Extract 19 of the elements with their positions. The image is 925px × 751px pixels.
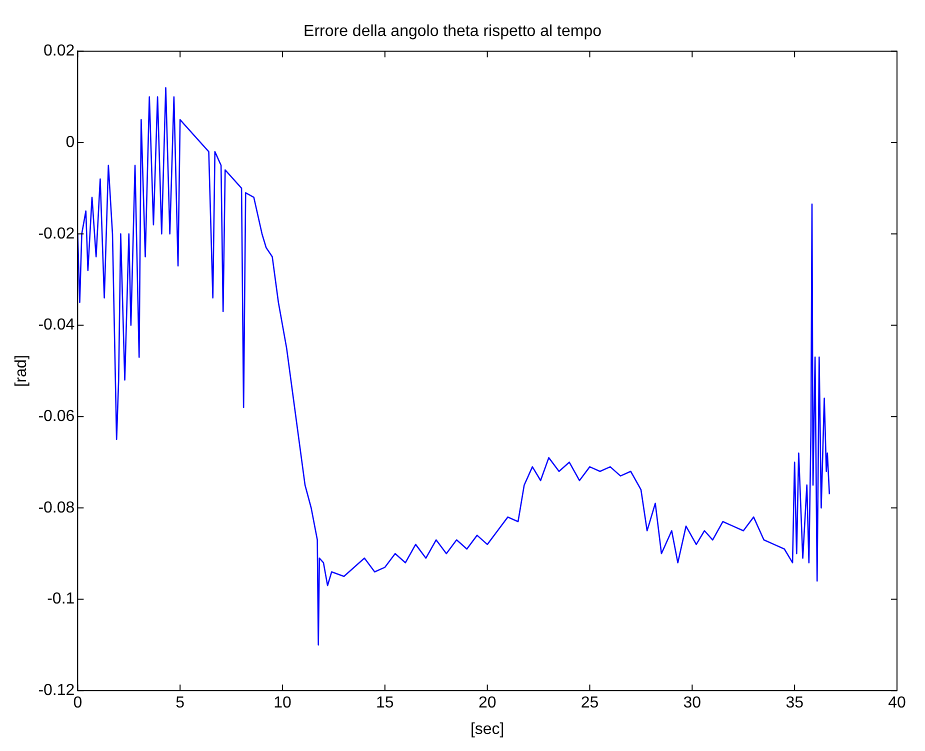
y-tick-label: -0.02 bbox=[38, 225, 75, 242]
x-tick-label: 30 bbox=[683, 694, 702, 712]
x-tick-label: 40 bbox=[888, 694, 906, 712]
x-tick-label: 20 bbox=[478, 694, 496, 712]
y-tick-label: -0.08 bbox=[38, 499, 75, 516]
x-axis-title: [sec] bbox=[470, 720, 504, 738]
y-tick-label: -0.12 bbox=[38, 682, 75, 700]
y-tick-label: -0.1 bbox=[47, 590, 75, 608]
y-axis-title: [rad] bbox=[13, 354, 30, 387]
y-tick-label: -0.04 bbox=[38, 316, 75, 334]
y-tick-label: 0.02 bbox=[44, 42, 75, 60]
x-tick-label: 15 bbox=[376, 694, 394, 712]
chart-title: Errore della angolo theta rispetto al tempo bbox=[304, 23, 602, 40]
y-tick-label: -0.06 bbox=[38, 408, 75, 425]
x-tick-label: 5 bbox=[176, 694, 185, 712]
x-tick-label: 25 bbox=[580, 694, 599, 712]
y-tick-label: 0 bbox=[66, 134, 75, 151]
x-tick-label: 35 bbox=[786, 694, 804, 712]
x-tick-label: 10 bbox=[274, 694, 292, 712]
